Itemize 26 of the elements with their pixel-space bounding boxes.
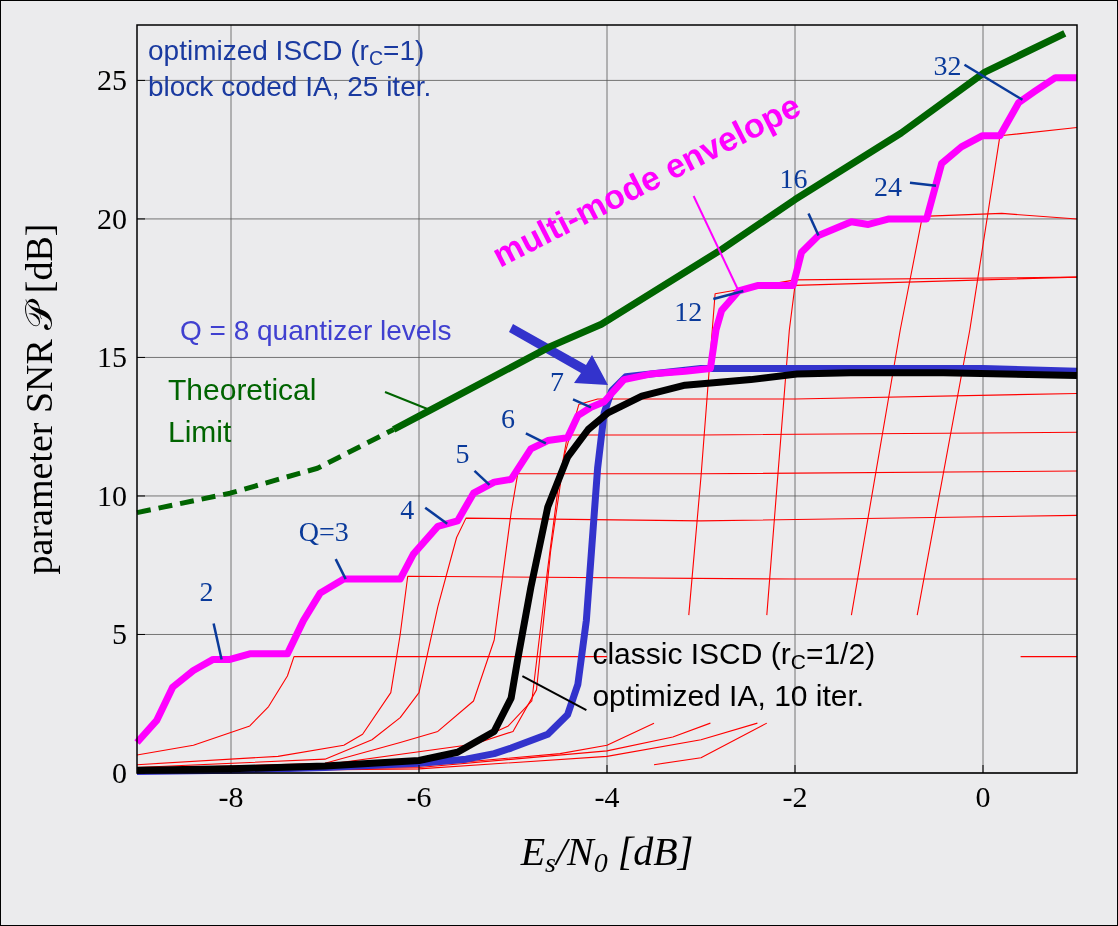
annotation: 24 (874, 170, 902, 202)
annotation: 6 (500, 403, 515, 435)
annotation: 7 (550, 366, 565, 398)
y-tick-label: 0 (112, 756, 127, 789)
y-axis-title: parameter SNR 𝒫 [dB] (18, 223, 60, 575)
y-tick-label: 25 (97, 63, 127, 97)
x-axis-title: E$_{s}$/N$_{0}$ [dB] (519, 829, 694, 878)
x-tick-label: -6 (406, 780, 432, 813)
annotation: 12 (674, 295, 703, 327)
x-tick-label: -2 (782, 780, 808, 813)
y-tick-label: 5 (112, 617, 127, 651)
text: Q = 8 quantizer levels (180, 315, 452, 346)
annotation: 4 (400, 493, 415, 525)
y-tick-label: 20 (97, 201, 127, 235)
y-tick-label: 10 (97, 478, 127, 512)
annotation: classic ISCD (r$_{C}$=1/2) optimized IA, 10 iter. (592, 637, 876, 713)
x-tick-label: -4 (594, 780, 620, 813)
annotation: optimized ISCD (r$_{C}$=1) block coded IA, 25 iter. (148, 35, 432, 102)
annotation: Theoretical Limit (168, 373, 317, 448)
annotation: Q=3 (298, 516, 349, 548)
x-tick-label: -8 (218, 780, 244, 813)
annotation: 2 (199, 576, 214, 608)
x-tick-label: 0 (975, 780, 991, 813)
annotation: 32 (933, 49, 962, 81)
annotation: 5 (455, 437, 470, 469)
y-tick-label: 15 (97, 340, 127, 374)
